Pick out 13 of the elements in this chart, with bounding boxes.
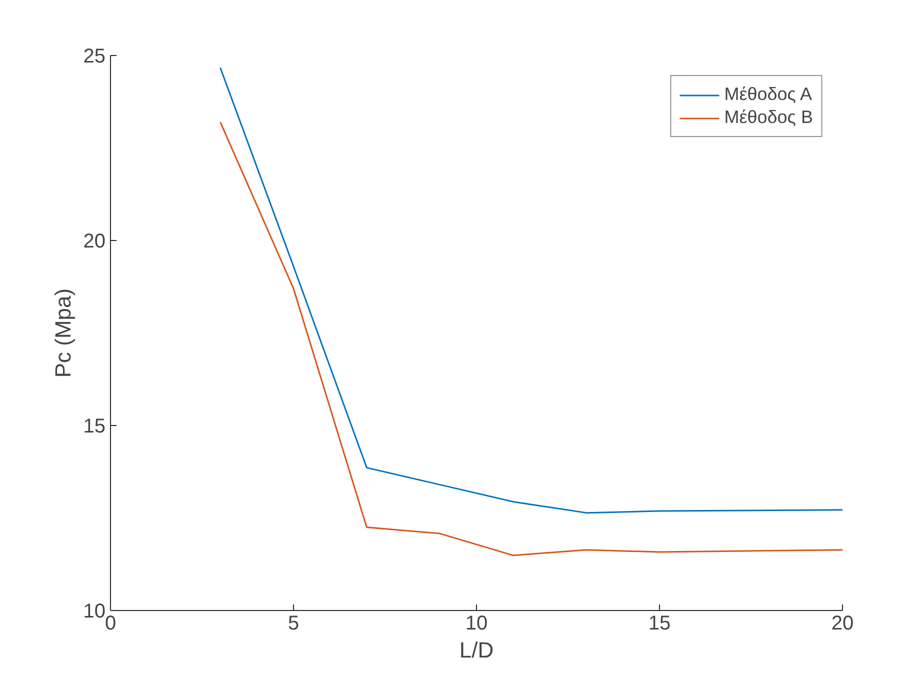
legend-label: Μέθοδος Β — [724, 107, 813, 128]
x-axis-title: L/D — [459, 638, 494, 662]
y-tick-label: 15 — [83, 416, 106, 438]
x-tick-label: 15 — [648, 612, 671, 634]
y-tick-label: 20 — [83, 230, 106, 252]
line-series — [220, 66, 842, 514]
x-tick-label: 5 — [288, 612, 300, 634]
x-tick-label: 10 — [465, 612, 488, 634]
y-tick-label: 25 — [83, 46, 106, 68]
x-tick-label: 0 — [104, 612, 116, 634]
legend-label: Μέθοδος Α — [724, 84, 812, 105]
y-axis-title: Pc (Mpa) — [50, 288, 76, 378]
x-tick-label: 20 — [831, 612, 854, 634]
